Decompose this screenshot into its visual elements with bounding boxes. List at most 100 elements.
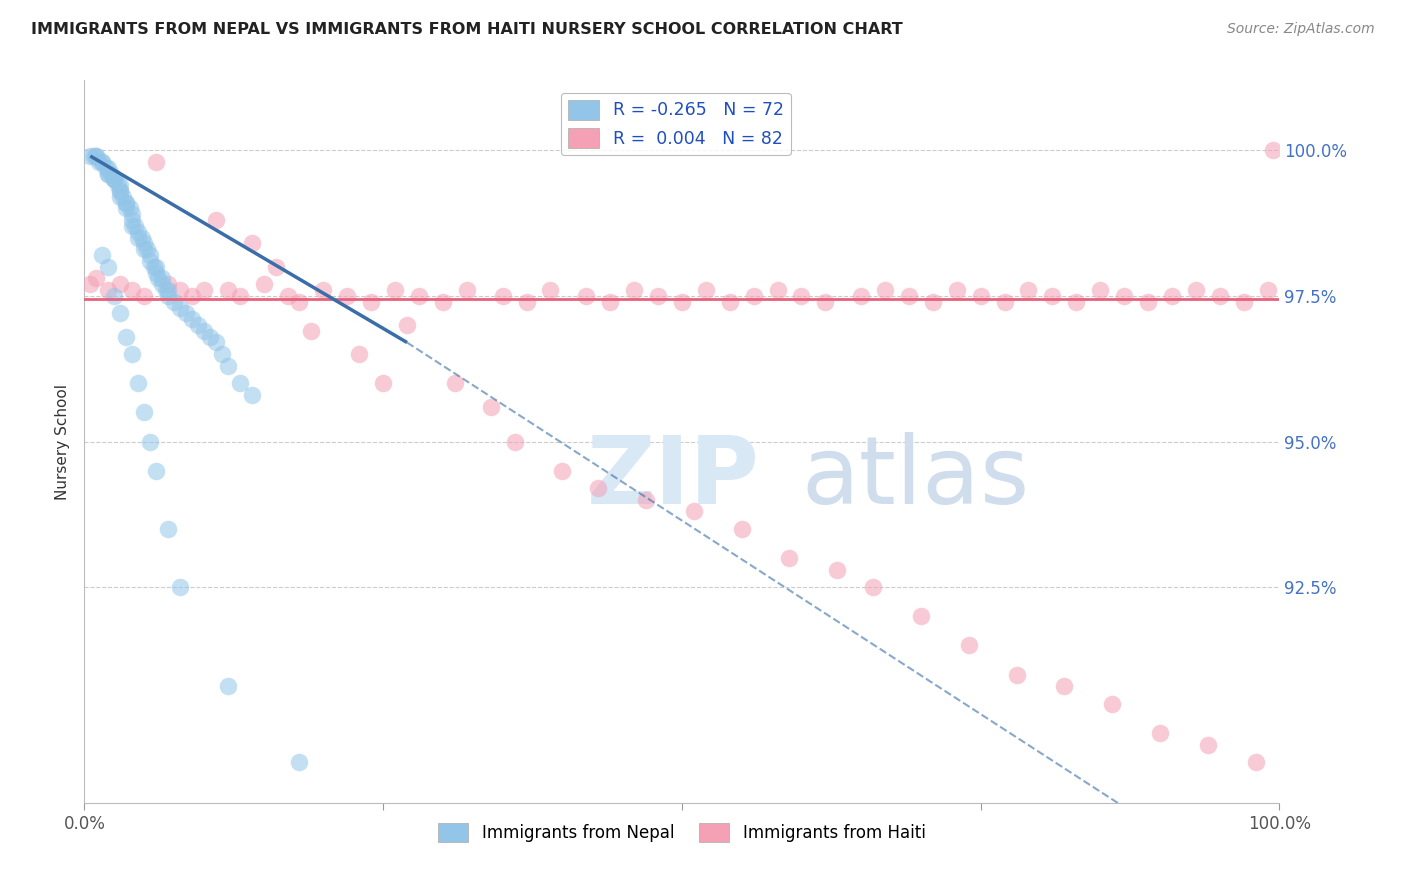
Point [91,248,114,262]
Point [492,289,515,303]
Point [157,277,180,292]
Point [145,266,167,280]
Point [198,329,221,343]
Point [1005,667,1028,681]
Point [135,242,157,256]
Point [551,464,574,478]
Point [766,283,789,297]
Point [588,481,610,495]
Point [163,294,186,309]
Point [145,260,167,274]
Point [851,289,873,303]
Point [121,347,143,361]
Point [1090,283,1112,297]
Point [731,522,754,536]
Point [1233,294,1256,309]
Point [516,294,538,309]
Point [157,289,180,303]
Point [946,283,969,297]
Point [121,207,143,221]
Text: atlas: atlas [801,432,1029,524]
Point [103,172,125,186]
Point [862,580,884,594]
Point [110,178,132,193]
Point [155,283,177,297]
Point [145,154,167,169]
Point [115,202,138,216]
Point [139,253,162,268]
Point [1053,679,1076,693]
Point [83,149,105,163]
Point [110,190,132,204]
Point [432,294,454,309]
Point [193,283,215,297]
Point [898,289,921,303]
Point [115,195,138,210]
Point [97,161,120,175]
Point [124,219,146,233]
Point [360,294,382,309]
Point [827,563,849,577]
Point [115,329,138,343]
Point [91,154,114,169]
Point [875,283,897,297]
Point [97,260,120,274]
Point [181,289,204,303]
Point [97,283,120,297]
Point [240,236,263,251]
Point [148,271,170,285]
Point [97,167,120,181]
Point [121,219,143,233]
Point [217,359,239,373]
Point [742,289,765,303]
Point [718,294,741,309]
Point [169,301,191,315]
Point [994,294,1017,309]
Point [683,504,706,518]
Point [1042,289,1064,303]
Point [110,277,132,292]
Point [503,434,526,449]
Point [115,195,138,210]
Point [264,260,287,274]
Point [87,154,110,169]
Point [131,230,153,244]
Point [110,184,132,198]
Point [229,289,252,303]
Point [779,551,801,566]
Point [814,294,837,309]
Point [139,248,162,262]
Point [623,283,645,297]
Point [193,324,215,338]
Point [142,260,165,274]
Point [1209,289,1232,303]
Point [211,347,233,361]
Point [132,289,156,303]
Point [97,167,120,181]
Point [1114,289,1136,303]
Point [636,492,658,507]
Point [1149,726,1171,740]
Point [132,242,156,256]
Point [187,318,209,332]
Point [1101,697,1123,711]
Point [118,202,141,216]
Point [86,149,108,163]
Point [373,376,395,391]
Point [103,172,125,186]
Point [910,609,932,624]
Point [217,283,239,297]
Point [127,376,149,391]
Point [647,289,669,303]
Point [456,283,478,297]
Point [107,178,129,193]
Point [174,306,197,320]
Point [79,149,101,163]
Point [79,277,101,292]
Point [157,522,180,536]
Point [1244,755,1267,769]
Point [181,312,204,326]
Point [444,376,467,391]
Point [540,283,562,297]
Point [229,376,252,391]
